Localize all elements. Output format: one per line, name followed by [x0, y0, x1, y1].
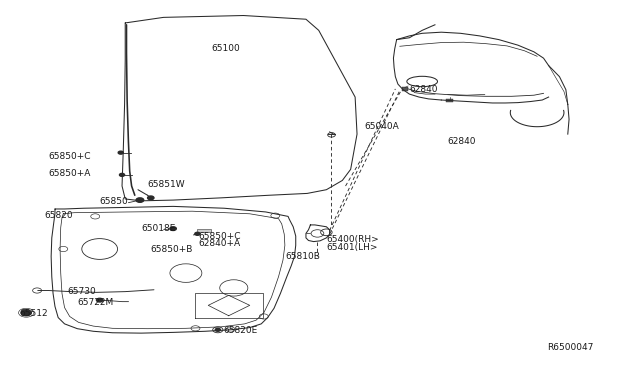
Text: 65100: 65100 [211, 44, 240, 53]
Text: 65820E: 65820E [223, 326, 257, 335]
Text: 65730: 65730 [68, 287, 97, 296]
Text: 65850+C: 65850+C [198, 231, 241, 241]
Text: 65820: 65820 [44, 211, 73, 220]
Text: 65850+B: 65850+B [151, 244, 193, 253]
Text: 65810B: 65810B [285, 252, 320, 261]
Text: 65851W: 65851W [148, 180, 185, 189]
Text: 65850: 65850 [100, 197, 129, 206]
Circle shape [118, 151, 124, 154]
Circle shape [148, 196, 154, 200]
Text: 65850+A: 65850+A [49, 169, 91, 177]
Bar [402, 87, 408, 91]
Text: 65401(LH>: 65401(LH> [326, 243, 378, 251]
Text: 65400(RH>: 65400(RH> [326, 235, 379, 244]
Bar [197, 229, 211, 232]
Text: 65850+C: 65850+C [49, 152, 91, 161]
Text: 62840: 62840 [448, 137, 476, 146]
Text: 62840+A: 62840+A [198, 239, 241, 248]
Circle shape [195, 232, 200, 235]
Bar [447, 99, 453, 102]
Text: 65018E: 65018E [141, 224, 175, 233]
Text: 62840: 62840 [410, 85, 438, 94]
Circle shape [120, 173, 125, 176]
Text: 65512: 65512 [20, 310, 49, 318]
Circle shape [97, 298, 103, 302]
Circle shape [170, 227, 176, 231]
Circle shape [215, 328, 220, 331]
Text: 65722M: 65722M [77, 298, 113, 307]
Text: 65040A: 65040A [365, 122, 399, 131]
Circle shape [21, 310, 31, 316]
Text: R6500047: R6500047 [547, 343, 593, 352]
Circle shape [136, 198, 144, 202]
